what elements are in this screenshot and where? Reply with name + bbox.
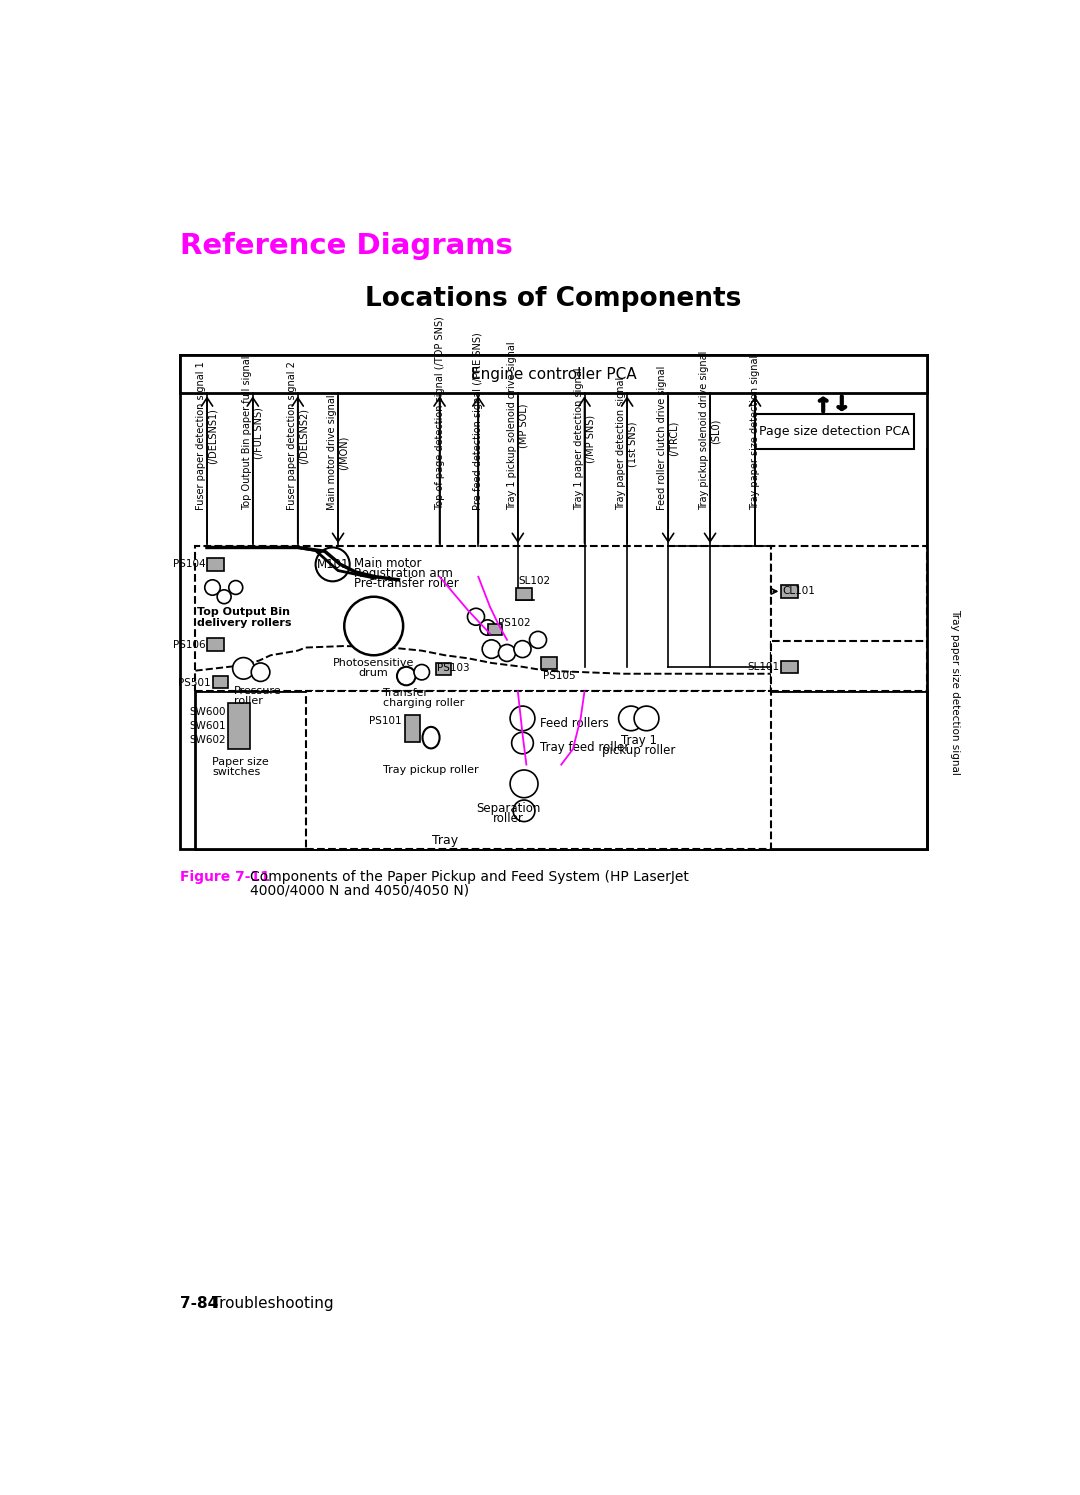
Text: Reference Diagrams: Reference Diagrams [180,232,513,260]
Circle shape [529,631,546,649]
Bar [207,558,225,571]
Circle shape [252,662,270,682]
Bar [781,661,798,673]
Text: Components of the Paper Pickup and Feed System (HP LaserJet: Components of the Paper Pickup and Feed … [249,870,689,884]
Text: Pre-feed detection signal (/PRE SNS): Pre-feed detection signal (/PRE SNS) [473,333,484,510]
Circle shape [513,800,535,822]
Text: 4000/4000 N and 4050/4050 N): 4000/4000 N and 4050/4050 N) [249,884,469,897]
Text: SW600: SW600 [189,707,226,716]
Text: Troubleshooting: Troubleshooting [213,1296,334,1311]
Text: Feed rollers: Feed rollers [540,718,608,730]
Text: Main motor: Main motor [354,556,422,570]
Text: Engine controller PCA: Engine controller PCA [471,366,636,381]
Text: delivery rollers: delivery rollers [197,617,292,628]
Circle shape [480,620,496,635]
Text: charging roller: charging roller [383,698,464,707]
Text: Tray pickup solenoid drive signal
(SL0): Tray pickup solenoid drive signal (SL0) [699,351,720,510]
Text: Tray paper size detection signal: Tray paper size detection signal [750,356,760,510]
Text: pickup roller: pickup roller [602,745,675,756]
Text: PS501: PS501 [178,679,211,688]
Text: PS103: PS103 [437,662,470,673]
Text: Figure 7-11: Figure 7-11 [180,870,270,884]
Text: Tray 1 paper detection signal
(/MP SNS): Tray 1 paper detection signal (/MP SNS) [573,368,595,510]
Bar [207,638,225,650]
Circle shape [205,580,220,595]
Text: Tray 1 pickup solenoid drive signal
(MP SOL): Tray 1 pickup solenoid drive signal (MP … [507,342,528,510]
Bar [195,692,927,849]
Bar [516,588,531,599]
Text: PS105: PS105 [542,671,576,680]
Circle shape [510,770,538,798]
Text: Pre-transfer roller: Pre-transfer roller [354,577,459,589]
Text: Tray 1: Tray 1 [621,734,657,748]
Text: Top Output Bin paper full signal
(/FUL SNS): Top Output Bin paper full signal (/FUL S… [242,356,264,510]
Text: PS104: PS104 [173,559,205,570]
Text: Registration arm: Registration arm [354,567,454,580]
Text: CL101: CL101 [782,586,815,597]
Text: Top Output Bin: Top Output Bin [197,607,291,617]
Text: roller: roller [494,812,524,825]
Circle shape [345,597,403,655]
Circle shape [315,547,350,582]
Text: Tray paper size detection signal: Tray paper size detection signal [950,608,960,774]
Circle shape [397,667,416,685]
Text: 7-84: 7-84 [180,1296,218,1311]
Circle shape [217,591,231,604]
Text: SW602: SW602 [189,734,226,745]
Circle shape [232,658,255,679]
Text: PS101: PS101 [369,716,402,727]
Bar [306,692,770,849]
Text: SL101: SL101 [747,662,779,671]
Text: roller: roller [234,697,264,706]
Text: Tray pickup roller: Tray pickup roller [383,764,478,774]
Bar [770,546,927,692]
Circle shape [499,644,515,661]
Circle shape [510,706,535,731]
Bar [755,414,914,448]
Bar [180,354,927,393]
Bar [435,662,451,676]
Circle shape [514,641,531,658]
Text: Top of page detection signal (/TOP SNS): Top of page detection signal (/TOP SNS) [434,317,445,510]
Text: switches: switches [213,767,260,777]
Text: drum: drum [359,668,389,679]
Text: Pressure: Pressure [234,686,282,697]
Bar [405,715,420,742]
Bar [180,354,927,849]
Bar [213,676,228,688]
Text: Separation: Separation [476,801,541,815]
Bar [541,656,556,670]
Circle shape [482,640,501,658]
Text: Main motor drive signal
(/MON): Main motor drive signal (/MON) [327,395,349,510]
Circle shape [619,706,644,731]
Text: SL102: SL102 [518,576,551,586]
Ellipse shape [422,727,440,749]
Bar [488,625,502,635]
Circle shape [634,706,659,731]
Circle shape [229,580,243,595]
Bar [781,585,798,598]
Text: Fuser paper detection signal 2
(/DELSNS2): Fuser paper detection signal 2 (/DELSNS2… [287,362,309,510]
Bar [770,641,927,692]
Text: SW601: SW601 [189,721,226,731]
Circle shape [512,733,534,753]
Text: Page size detection PCA: Page size detection PCA [758,425,909,438]
Text: PS102: PS102 [498,619,530,628]
Text: Transfer: Transfer [383,688,428,698]
Text: Tray feed roller: Tray feed roller [540,742,629,755]
Text: Fuser paper detection signal 1
(/DELSNS1): Fuser paper detection signal 1 (/DELSNS1… [197,362,218,510]
Circle shape [468,608,485,625]
Bar [195,546,770,692]
Text: Photosensitive: Photosensitive [333,658,415,668]
Bar [228,703,249,749]
Text: Tray: Tray [432,834,458,846]
Text: PS106: PS106 [173,640,205,650]
Text: Tray paper detection signal
(1st SNS): Tray paper detection signal (1st SNS) [617,377,638,510]
Text: Paper size: Paper size [213,756,269,767]
Text: M101: M101 [316,558,349,571]
Text: Locations of Components: Locations of Components [365,286,742,311]
Circle shape [414,664,430,680]
Text: Feed roller clutch drive signal
(/TRCL): Feed roller clutch drive signal (/TRCL) [658,366,679,510]
